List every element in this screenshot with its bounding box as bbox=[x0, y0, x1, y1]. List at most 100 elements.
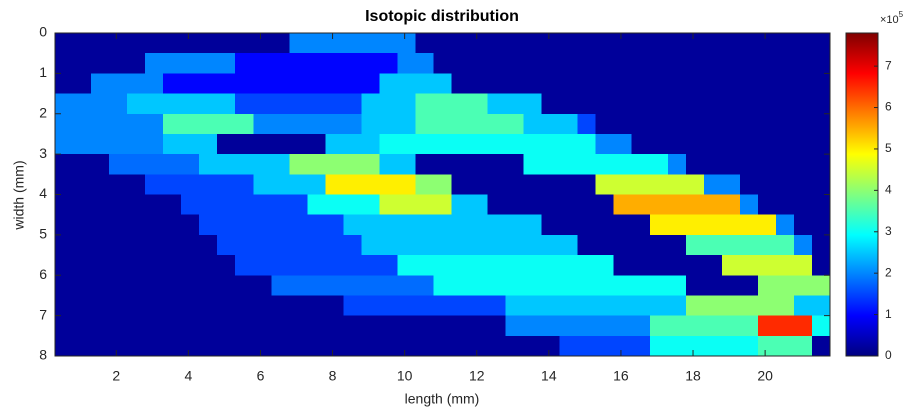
heat-cell bbox=[757, 255, 777, 276]
heat-cell bbox=[595, 275, 615, 296]
heat-cell bbox=[235, 33, 254, 54]
heat-cell bbox=[235, 133, 254, 155]
heat-cell bbox=[127, 255, 146, 276]
heat-cell bbox=[541, 93, 561, 115]
heat-cell bbox=[91, 53, 110, 74]
heat-cell bbox=[739, 33, 759, 54]
heat-cell bbox=[307, 234, 326, 256]
heat-cell bbox=[703, 275, 723, 296]
heat-cell bbox=[541, 113, 561, 135]
heat-cell bbox=[811, 255, 831, 276]
heat-cell bbox=[523, 194, 543, 216]
heat-cell bbox=[91, 234, 110, 256]
heat-cell bbox=[91, 154, 110, 175]
heat-cell bbox=[775, 53, 795, 74]
heat-cell bbox=[685, 93, 705, 115]
heat-cell bbox=[55, 93, 74, 115]
heat-cell bbox=[649, 154, 669, 175]
heat-cell bbox=[415, 53, 434, 74]
heat-cell bbox=[739, 234, 759, 256]
heat-cell bbox=[217, 194, 236, 216]
heat-cell bbox=[703, 214, 723, 236]
heat-cell bbox=[469, 275, 489, 296]
heat-cell bbox=[343, 295, 362, 317]
heat-cell bbox=[271, 33, 290, 54]
heat-cell bbox=[109, 315, 128, 337]
heat-cell bbox=[181, 33, 200, 54]
y-tick-label: 2 bbox=[39, 104, 47, 120]
heat-cell bbox=[757, 93, 777, 115]
heat-cell bbox=[181, 295, 200, 317]
heat-cell bbox=[343, 154, 362, 175]
heat-cell bbox=[73, 255, 92, 276]
heat-cell bbox=[613, 315, 633, 337]
heat-cell bbox=[631, 33, 651, 54]
heat-cell bbox=[55, 275, 74, 296]
heat-cell bbox=[613, 33, 633, 54]
heat-cell bbox=[487, 33, 507, 54]
heat-cell bbox=[721, 73, 741, 95]
heat-cell bbox=[469, 194, 489, 216]
heat-cell bbox=[163, 154, 182, 175]
heat-cell bbox=[145, 53, 164, 74]
heat-cell bbox=[739, 255, 759, 276]
y-tick-label: 1 bbox=[39, 64, 47, 80]
colorbar-multiplier: ×105 bbox=[880, 10, 904, 26]
heat-cell bbox=[397, 33, 416, 54]
heat-cell bbox=[775, 133, 795, 155]
heat-cell bbox=[703, 174, 723, 195]
heat-cell bbox=[163, 234, 182, 256]
heat-cell bbox=[577, 194, 597, 216]
heat-cell bbox=[559, 214, 579, 236]
heat-cell bbox=[775, 93, 795, 115]
heat-cell bbox=[451, 255, 471, 276]
heat-cell bbox=[433, 255, 453, 276]
heat-cell bbox=[631, 154, 651, 175]
heat-cell bbox=[307, 73, 326, 95]
heat-cell bbox=[109, 93, 128, 115]
chart-title: Isotopic distribution bbox=[365, 8, 519, 25]
heat-cell bbox=[127, 154, 146, 175]
heat-cell bbox=[199, 174, 218, 195]
heat-cell bbox=[397, 214, 416, 236]
heat-cell bbox=[235, 73, 254, 95]
heat-cell bbox=[163, 275, 182, 296]
heat-cell bbox=[559, 315, 579, 337]
heat-cell bbox=[271, 73, 290, 95]
heat-cell bbox=[325, 53, 344, 74]
heat-cell bbox=[145, 214, 164, 236]
heat-cell bbox=[541, 154, 561, 175]
heat-cell bbox=[631, 93, 651, 115]
heat-cell bbox=[55, 53, 74, 74]
heat-cell bbox=[577, 154, 597, 175]
heat-cell bbox=[127, 73, 146, 95]
heat-cell bbox=[559, 275, 579, 296]
heat-cell bbox=[217, 133, 236, 155]
heat-cell bbox=[505, 33, 525, 54]
heat-cell bbox=[361, 255, 380, 276]
heat-cell bbox=[613, 234, 633, 256]
heat-cell bbox=[703, 113, 723, 135]
heat-cell bbox=[703, 295, 723, 317]
heat-cell bbox=[361, 154, 380, 175]
heat-cell bbox=[235, 234, 254, 256]
heat-cell bbox=[217, 113, 236, 135]
heat-cell bbox=[415, 154, 434, 175]
heat-cell bbox=[55, 33, 74, 54]
y-tick-label: 5 bbox=[39, 226, 47, 242]
heat-cell bbox=[73, 113, 92, 135]
heat-cell bbox=[649, 275, 669, 296]
heat-cell bbox=[289, 295, 308, 317]
heat-cell bbox=[289, 234, 308, 256]
heat-cell bbox=[415, 255, 434, 276]
heat-cell bbox=[379, 315, 398, 337]
heat-cell bbox=[703, 154, 723, 175]
heat-cell bbox=[109, 53, 128, 74]
heat-cell bbox=[469, 93, 489, 115]
heat-cell bbox=[361, 73, 380, 95]
heat-cell bbox=[55, 234, 74, 256]
heat-cell bbox=[775, 214, 795, 236]
heat-cell bbox=[397, 315, 416, 337]
heat-cell bbox=[433, 315, 453, 337]
heat-cell bbox=[199, 154, 218, 175]
